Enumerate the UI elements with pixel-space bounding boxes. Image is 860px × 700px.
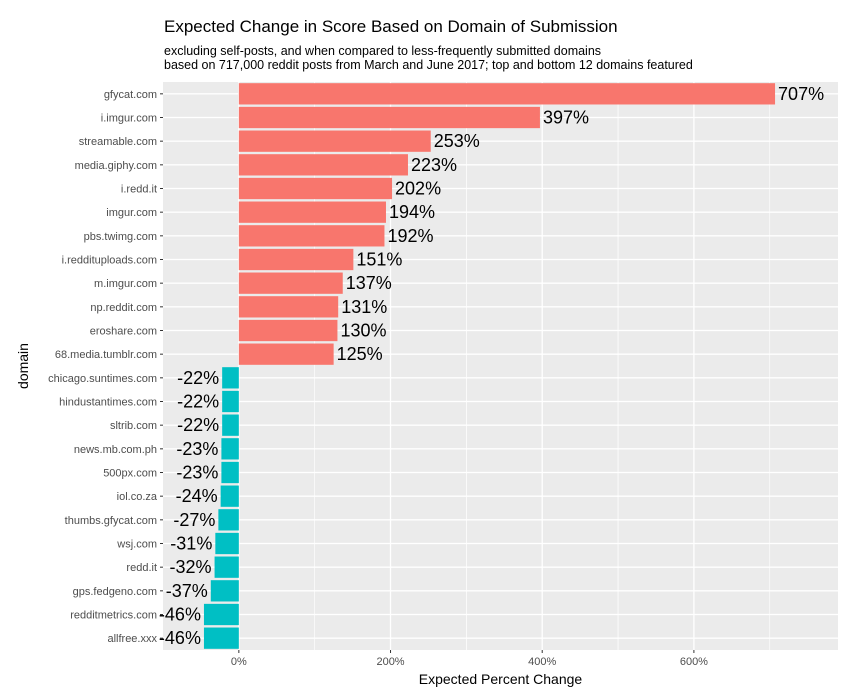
bar-eroshare-com xyxy=(238,319,338,342)
data-label: -37% xyxy=(166,581,208,601)
y-axis: gfycat.com i.imgur.com streamable.com media… xyxy=(48,89,163,645)
bar-streamable-com xyxy=(238,130,431,152)
data-label: 397% xyxy=(543,108,589,128)
chart-subtitle-line-2: based on 717,000 reddit posts from March… xyxy=(164,58,693,72)
data-label: 202% xyxy=(395,179,441,199)
x-tick-label: 200% xyxy=(376,656,404,668)
data-label: -22% xyxy=(177,368,219,388)
bars xyxy=(203,83,776,649)
grid-lines xyxy=(163,82,838,650)
x-tick-label: 600% xyxy=(680,656,708,668)
y-tick-label: thumbs.gfycat.com xyxy=(65,515,157,527)
data-label: -46% xyxy=(159,628,201,648)
y-tick-label: eroshare.com xyxy=(90,326,157,338)
data-label: -24% xyxy=(176,486,218,506)
y-tick-label: wsj.com xyxy=(116,539,157,551)
bar-allfree-xxx xyxy=(203,627,239,649)
data-label: 125% xyxy=(337,344,383,364)
y-tick-label: redditmetrics.com xyxy=(70,610,157,622)
y-tick-label: pbs.twimg.com xyxy=(84,231,157,243)
bar-hindustantimes-com xyxy=(222,390,239,413)
data-labels: 707% 397% 253% 223% 202% 194% 192% 151% 137% 131%… xyxy=(159,84,824,648)
x-tick-label: 400% xyxy=(528,656,556,668)
data-label: 131% xyxy=(341,297,387,317)
x-axis: 0% 200% 400% 600% xyxy=(231,650,708,668)
data-label: 223% xyxy=(411,155,457,175)
bar-redd-it xyxy=(214,556,239,578)
plot-panel xyxy=(163,82,838,650)
data-label: 151% xyxy=(356,250,402,270)
bar-m-imgur-com xyxy=(238,272,343,294)
y-tick-label: gps.fedgeno.com xyxy=(73,586,157,598)
bar-gfycat-com xyxy=(238,83,776,105)
data-label: -22% xyxy=(177,392,219,412)
bar-sltrib-com xyxy=(222,414,239,436)
y-tick-label: hindustantimes.com xyxy=(59,397,157,409)
bar-imgur-com xyxy=(238,201,386,223)
bar-i-imgur-com xyxy=(238,106,540,129)
y-tick-label: media.giphy.com xyxy=(75,160,157,172)
data-label: -32% xyxy=(170,557,212,577)
data-label: 253% xyxy=(434,131,480,151)
bar-wsj-com xyxy=(215,532,239,555)
data-label: 707% xyxy=(778,84,824,104)
y-tick-label: allfree.xxx xyxy=(107,633,157,645)
data-label: -22% xyxy=(177,415,219,435)
bar-i-reddituploads-com xyxy=(238,248,354,271)
y-tick-label: i.reddituploads.com xyxy=(62,255,157,267)
y-tick-label: m.imgur.com xyxy=(94,278,157,290)
y-tick-label: iol.co.za xyxy=(117,491,158,503)
data-label: 130% xyxy=(340,321,386,341)
bar-68-media-tumblr-com xyxy=(238,343,334,365)
bar-gps-fedgeno-com xyxy=(210,580,239,602)
data-label: -23% xyxy=(176,439,218,459)
y-tick-label: 68.media.tumblr.com xyxy=(55,349,157,361)
y-tick-label: redd.it xyxy=(126,562,157,574)
bar-500px-com xyxy=(221,461,239,484)
y-tick-label: streamable.com xyxy=(79,136,157,148)
y-tick-label: sltrib.com xyxy=(110,420,157,432)
y-tick-label: np.reddit.com xyxy=(90,302,157,314)
chart-title: Expected Change in Score Based on Domain… xyxy=(164,17,618,36)
y-tick-label: imgur.com xyxy=(106,207,157,219)
bar-media-giphy-com xyxy=(238,154,408,176)
bar-i-redd-it xyxy=(238,177,393,200)
y-tick-label: i.imgur.com xyxy=(101,113,157,125)
y-tick-label: 500px.com xyxy=(103,468,157,480)
bar-iol-co-za xyxy=(220,485,239,507)
data-label: -31% xyxy=(170,534,212,554)
bar-pbs-twimg-com xyxy=(238,225,385,247)
bar-redditmetrics-com xyxy=(203,603,239,626)
bar-news-mb-com-ph xyxy=(221,438,239,460)
y-axis-label: domain xyxy=(15,343,31,389)
data-label: -27% xyxy=(173,510,215,530)
data-label: -46% xyxy=(159,605,201,625)
y-tick-label: news.mb.com.ph xyxy=(74,444,157,456)
data-label: 192% xyxy=(387,226,433,246)
bar-thumbs-gfycat-com xyxy=(218,509,239,531)
data-label: 137% xyxy=(346,273,392,293)
bar-chicago-suntimes-com xyxy=(222,367,239,389)
chart-subtitle-line-1: excluding self-posts, and when compared … xyxy=(164,44,601,58)
y-tick-label: chicago.suntimes.com xyxy=(48,373,157,385)
x-axis-label: Expected Percent Change xyxy=(419,671,583,687)
data-label: -23% xyxy=(176,463,218,483)
data-label: 194% xyxy=(389,202,435,222)
y-tick-label: i.redd.it xyxy=(121,184,157,196)
y-tick-label: gfycat.com xyxy=(104,89,157,101)
bar-np-reddit-com xyxy=(238,296,339,318)
x-tick-label: 0% xyxy=(231,656,247,668)
